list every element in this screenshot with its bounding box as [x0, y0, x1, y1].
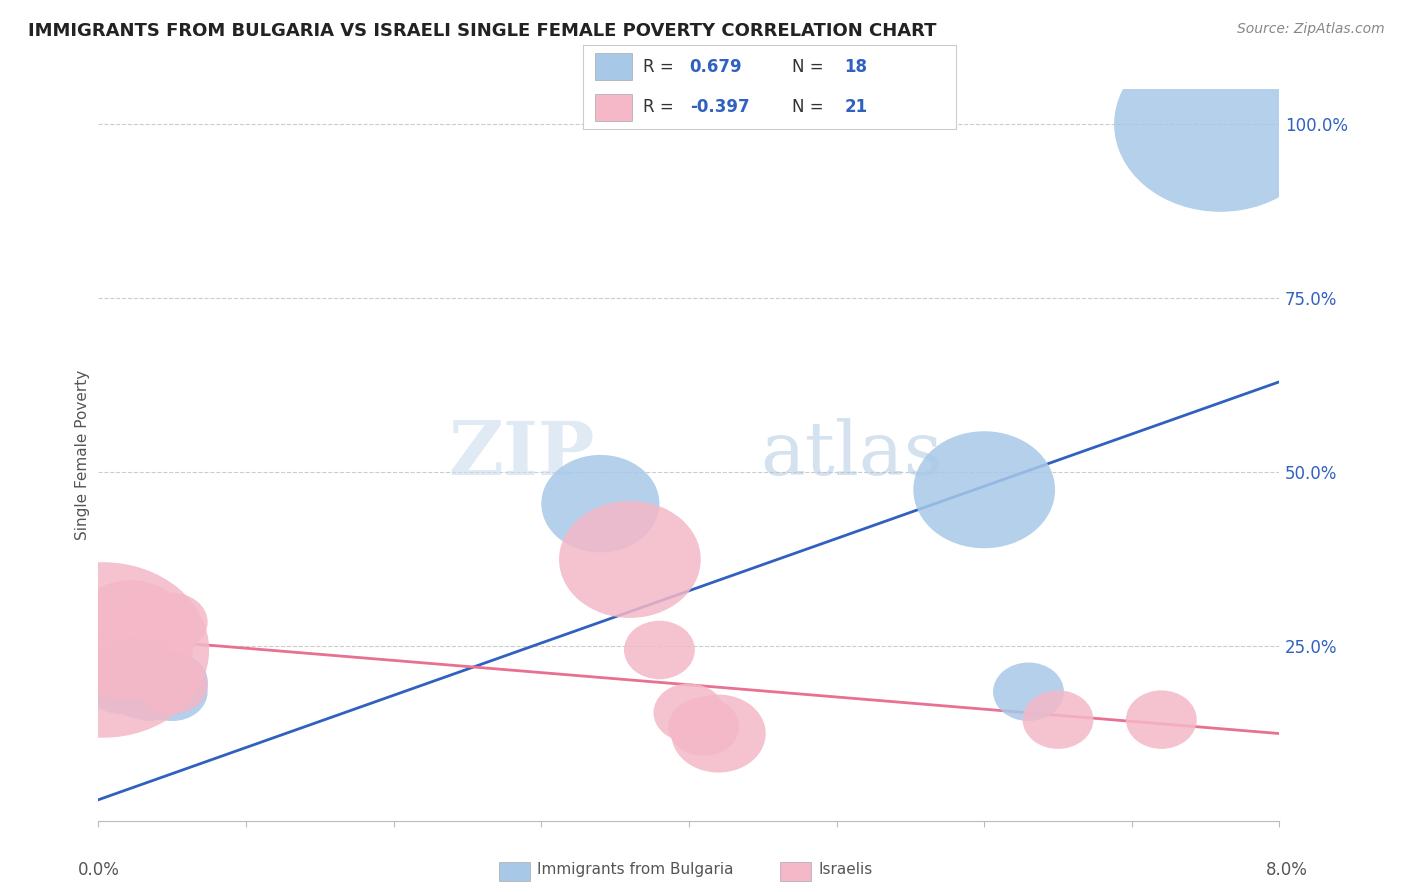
Ellipse shape: [136, 656, 208, 714]
Ellipse shape: [122, 621, 193, 679]
Ellipse shape: [107, 641, 179, 700]
Ellipse shape: [107, 599, 179, 658]
Ellipse shape: [93, 628, 163, 686]
Text: 0.0%: 0.0%: [77, 861, 120, 879]
Text: R =: R =: [643, 58, 679, 76]
Ellipse shape: [541, 455, 659, 552]
Ellipse shape: [77, 614, 149, 673]
Ellipse shape: [668, 698, 740, 756]
Text: 0.679: 0.679: [690, 58, 742, 76]
Ellipse shape: [122, 648, 193, 707]
Ellipse shape: [107, 645, 179, 704]
Text: -0.397: -0.397: [690, 98, 749, 116]
Ellipse shape: [100, 638, 170, 697]
Ellipse shape: [93, 645, 163, 704]
Text: Immigrants from Bulgaria: Immigrants from Bulgaria: [537, 863, 734, 877]
Ellipse shape: [560, 501, 700, 618]
Ellipse shape: [914, 431, 1054, 549]
Ellipse shape: [136, 652, 208, 711]
Ellipse shape: [136, 593, 208, 651]
Ellipse shape: [122, 656, 193, 714]
Ellipse shape: [136, 663, 208, 721]
Text: ZIP: ZIP: [449, 418, 595, 491]
Bar: [595, 54, 631, 80]
Ellipse shape: [86, 641, 156, 700]
Ellipse shape: [1114, 37, 1327, 211]
Ellipse shape: [101, 650, 184, 719]
Text: atlas: atlas: [759, 418, 942, 491]
Ellipse shape: [122, 652, 193, 711]
Ellipse shape: [624, 621, 695, 679]
Y-axis label: Single Female Poverty: Single Female Poverty: [75, 370, 90, 540]
Ellipse shape: [72, 581, 190, 678]
Ellipse shape: [993, 663, 1064, 721]
Text: Israelis: Israelis: [818, 863, 873, 877]
Ellipse shape: [0, 562, 209, 738]
Ellipse shape: [107, 614, 179, 673]
Text: N =: N =: [792, 98, 830, 116]
Text: 21: 21: [844, 98, 868, 116]
Ellipse shape: [671, 695, 766, 772]
Ellipse shape: [136, 656, 208, 714]
Ellipse shape: [122, 641, 193, 700]
Ellipse shape: [75, 628, 146, 686]
Ellipse shape: [129, 656, 200, 714]
Ellipse shape: [115, 614, 186, 673]
Ellipse shape: [654, 683, 724, 742]
Text: 18: 18: [844, 58, 868, 76]
Text: R =: R =: [643, 98, 679, 116]
Ellipse shape: [86, 656, 156, 714]
Text: IMMIGRANTS FROM BULGARIA VS ISRAELI SINGLE FEMALE POVERTY CORRELATION CHART: IMMIGRANTS FROM BULGARIA VS ISRAELI SING…: [28, 22, 936, 40]
Ellipse shape: [1126, 690, 1197, 749]
Bar: [595, 94, 631, 120]
Text: 8.0%: 8.0%: [1265, 861, 1308, 879]
Text: N =: N =: [792, 58, 830, 76]
Ellipse shape: [77, 648, 149, 707]
Text: Source: ZipAtlas.com: Source: ZipAtlas.com: [1237, 22, 1385, 37]
Ellipse shape: [115, 663, 186, 721]
Ellipse shape: [1022, 690, 1094, 749]
